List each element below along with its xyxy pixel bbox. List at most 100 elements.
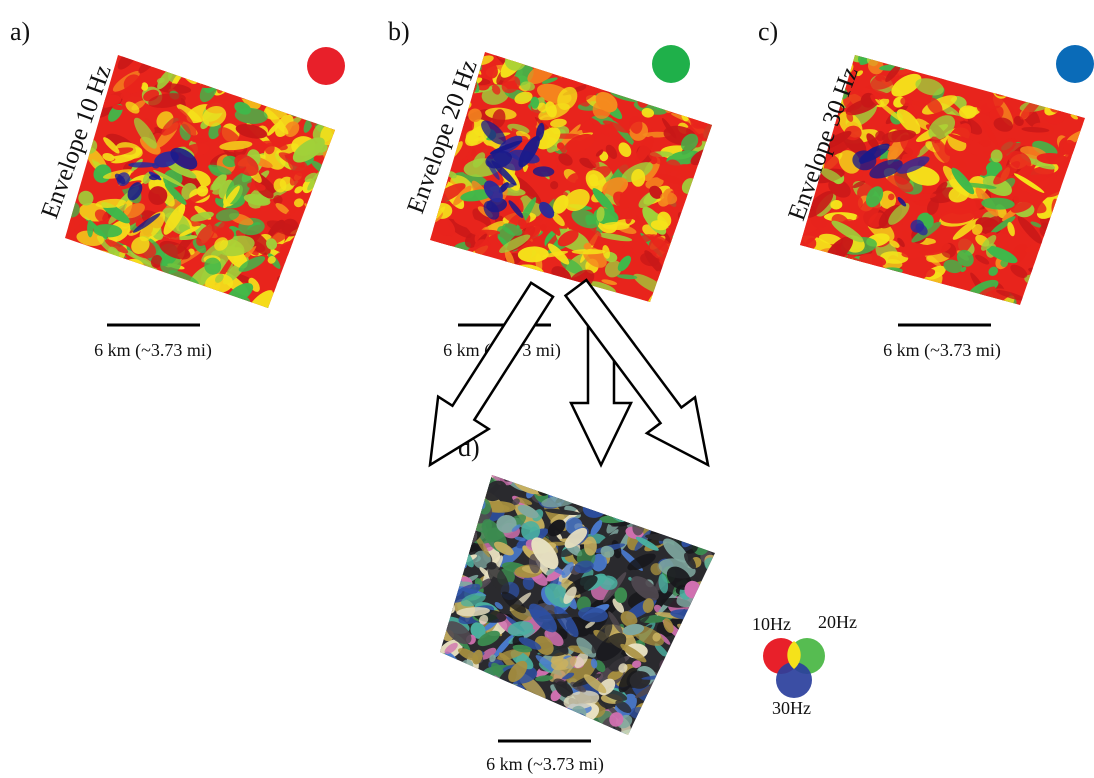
texture xyxy=(943,50,973,84)
texture xyxy=(313,180,342,205)
texture xyxy=(433,484,456,507)
texture xyxy=(194,59,203,71)
texture xyxy=(288,96,325,109)
texture xyxy=(442,256,455,275)
texture xyxy=(571,466,586,482)
texture xyxy=(143,280,182,310)
blue-channel-dot xyxy=(1056,45,1094,83)
texture xyxy=(697,106,711,115)
texture xyxy=(634,722,662,737)
texture xyxy=(1073,169,1086,182)
texture xyxy=(323,149,353,171)
texture xyxy=(687,617,709,639)
texture xyxy=(187,54,204,73)
texture xyxy=(686,281,700,293)
texture xyxy=(698,192,728,200)
texture xyxy=(106,298,117,311)
texture xyxy=(74,270,99,294)
texture xyxy=(864,39,885,61)
texture xyxy=(1051,206,1078,230)
texture xyxy=(199,72,223,85)
texture xyxy=(529,50,559,64)
texture xyxy=(797,85,821,107)
texture xyxy=(49,251,78,269)
texture xyxy=(438,56,453,73)
texture xyxy=(665,680,685,700)
texture xyxy=(447,472,457,482)
texture xyxy=(1061,301,1081,318)
texture xyxy=(455,277,474,298)
texture xyxy=(905,276,924,301)
texture xyxy=(700,522,735,552)
texture xyxy=(679,657,704,676)
texture xyxy=(1055,89,1078,115)
texture xyxy=(154,41,182,66)
texture xyxy=(418,676,456,717)
texture xyxy=(819,282,846,311)
texture xyxy=(698,669,713,683)
texture xyxy=(149,306,161,312)
texture xyxy=(695,687,717,709)
texture xyxy=(645,81,663,103)
texture xyxy=(58,273,90,303)
texture xyxy=(677,266,689,284)
texture xyxy=(627,54,637,59)
texture xyxy=(425,714,458,739)
texture xyxy=(697,527,723,538)
texture xyxy=(538,707,569,730)
texture xyxy=(697,615,711,630)
texture xyxy=(475,260,507,296)
texture xyxy=(503,690,536,721)
texture xyxy=(694,74,726,105)
texture xyxy=(481,677,507,699)
texture xyxy=(451,704,472,724)
texture xyxy=(625,734,638,741)
texture xyxy=(452,674,478,700)
texture xyxy=(320,212,342,227)
texture xyxy=(1054,270,1068,285)
texture xyxy=(322,192,352,211)
texture xyxy=(930,285,958,315)
texture xyxy=(948,289,973,314)
texture xyxy=(137,293,146,310)
texture xyxy=(815,269,846,283)
texture xyxy=(650,677,677,712)
texture xyxy=(625,82,640,97)
texture xyxy=(688,705,697,714)
texture xyxy=(538,707,558,723)
texture xyxy=(934,292,966,310)
texture xyxy=(1028,275,1050,289)
texture xyxy=(1010,68,1030,85)
texture xyxy=(678,518,691,530)
texture xyxy=(675,718,693,723)
texture xyxy=(264,67,286,86)
texture xyxy=(964,50,986,72)
texture xyxy=(1025,297,1037,310)
texture xyxy=(1061,302,1077,316)
texture xyxy=(426,511,447,537)
texture xyxy=(1041,269,1062,284)
texture xyxy=(294,282,313,299)
texture xyxy=(694,704,723,728)
texture xyxy=(302,201,329,230)
texture xyxy=(689,203,709,213)
texture xyxy=(602,487,634,518)
texture xyxy=(1042,265,1068,291)
texture xyxy=(170,300,184,316)
texture xyxy=(692,291,719,317)
texture xyxy=(604,65,618,84)
texture xyxy=(709,512,729,534)
texture xyxy=(691,269,726,289)
texture xyxy=(968,44,984,61)
texture xyxy=(665,669,700,681)
texture xyxy=(262,50,296,84)
texture xyxy=(530,97,539,109)
texture xyxy=(781,84,814,119)
texture xyxy=(672,82,684,94)
texture xyxy=(462,273,477,288)
texture xyxy=(525,44,535,56)
texture xyxy=(74,262,92,275)
texture xyxy=(424,464,459,485)
texture xyxy=(65,80,75,90)
texture xyxy=(569,53,604,81)
